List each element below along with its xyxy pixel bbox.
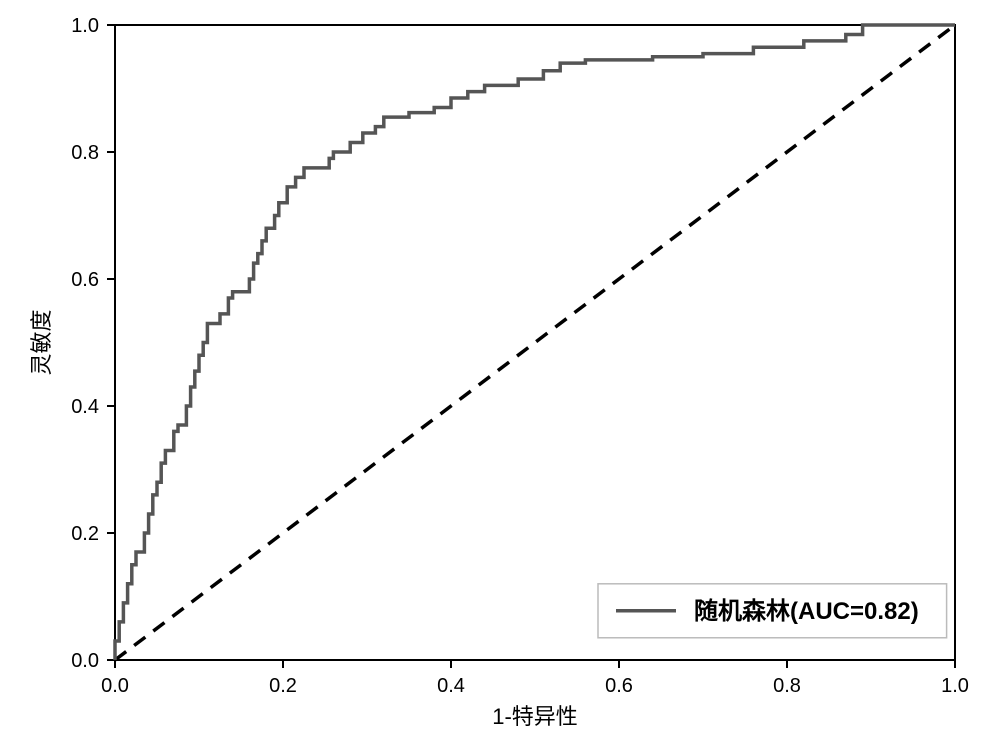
roc-chart: 0.0 0.2 0.4 0.6 0.8 1.0 0.0 0.2 0.4 0.6 0.8 1.0 1-特异… [0, 0, 981, 731]
legend-label: 随机森林(AUC=0.82) [694, 598, 919, 625]
y-tick-label: 0.8 [71, 142, 99, 164]
y-tick-label: 1.0 [71, 15, 99, 37]
y-tick-label: 0.2 [71, 523, 99, 545]
y-axis-label: 灵敏度 [29, 309, 54, 375]
x-tick-label: 0.6 [605, 675, 633, 697]
x-tick-label: 1.0 [941, 675, 969, 697]
y-tick-label: 0.0 [71, 650, 99, 672]
x-tick-label: 0.0 [101, 675, 129, 697]
x-tick-label: 0.4 [437, 675, 465, 697]
x-axis-label: 1-特异性 [492, 704, 578, 729]
y-tick-label: 0.4 [71, 396, 99, 418]
y-tick-label: 0.6 [71, 269, 99, 291]
x-tick-label: 0.2 [269, 675, 297, 697]
x-tick-label: 0.8 [773, 675, 801, 697]
roc-chart-svg: 0.0 0.2 0.4 0.6 0.8 1.0 0.0 0.2 0.4 0.6 0.8 1.0 1-特异… [0, 0, 981, 731]
